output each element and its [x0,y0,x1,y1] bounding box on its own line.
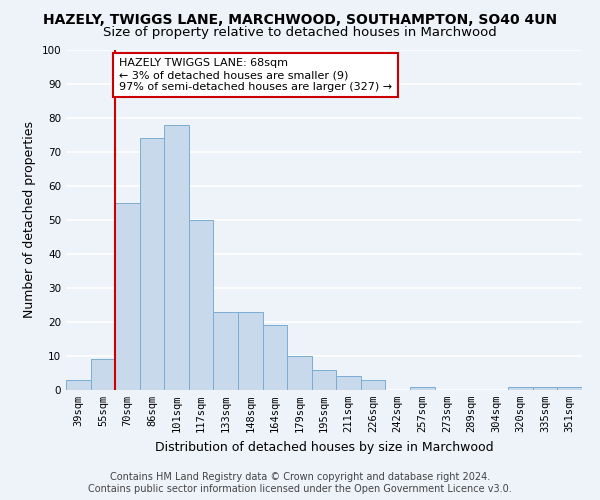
Bar [287,356,312,390]
Bar [115,203,140,390]
Bar [361,380,385,390]
Bar [189,220,214,390]
Text: Contains HM Land Registry data © Crown copyright and database right 2024.
Contai: Contains HM Land Registry data © Crown c… [88,472,512,494]
Text: Size of property relative to detached houses in Marchwood: Size of property relative to detached ho… [103,26,497,39]
Y-axis label: Number of detached properties: Number of detached properties [23,122,36,318]
Bar [238,312,263,390]
Bar [533,386,557,390]
Bar [214,312,238,390]
Bar [508,386,533,390]
Bar [410,386,434,390]
Bar [140,138,164,390]
Bar [91,360,115,390]
Bar [312,370,336,390]
Text: HAZELY TWIGGS LANE: 68sqm
← 3% of detached houses are smaller (9)
97% of semi-de: HAZELY TWIGGS LANE: 68sqm ← 3% of detach… [119,58,392,92]
X-axis label: Distribution of detached houses by size in Marchwood: Distribution of detached houses by size … [155,440,493,454]
Bar [263,326,287,390]
Text: HAZELY, TWIGGS LANE, MARCHWOOD, SOUTHAMPTON, SO40 4UN: HAZELY, TWIGGS LANE, MARCHWOOD, SOUTHAMP… [43,12,557,26]
Bar [164,125,189,390]
Bar [557,386,582,390]
Bar [336,376,361,390]
Bar [66,380,91,390]
